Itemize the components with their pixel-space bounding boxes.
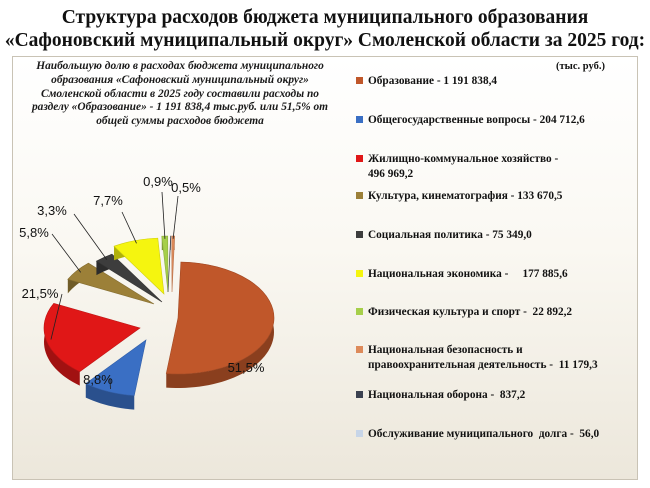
pie-slice-side [166,262,274,388]
percent-label: 5,8% [19,225,49,240]
legend-item: Культура, кинематография - 133 670,5 [356,189,640,204]
pie-slices [43,235,275,410]
percent-labels: 51,5% 8,8% 21,5% 5,8% 3,3% 7,7% 0,9%0,5% [19,174,265,387]
pie-slice [113,237,165,295]
percent-label: 7,7% [93,193,123,208]
pie-slice-top [67,262,155,305]
legend-label: Физическая культура и спорт - 22 892,2 [368,306,573,318]
legend-swatch [356,231,363,238]
percent-label: 21,5% [22,286,59,301]
leader-line [50,293,63,340]
pie-slice-top [171,235,175,293]
pie-slice [67,262,155,305]
legend-item: Национальная оборона - 837,2 [356,388,640,403]
legend-label: Культура, кинематография - 133 670,5 [368,190,563,202]
legend-label: Национальная оборона - 837,2 [368,389,526,401]
pie-slice [171,235,175,293]
leader-line [73,213,108,260]
legend-label: Обслуживание муниципального долга - 56,0 [368,428,600,440]
percent-label: 51,5% [228,360,265,375]
legend-item: Национальная безопасность и правоохранит… [356,343,640,372]
legend-item: Общегосударственные вопросы - 204 712,6 [356,113,640,128]
legend-swatch [356,430,363,437]
percent-label: 3,3% [37,203,67,218]
legend-item: Физическая культура и спорт - 22 892,2 [356,305,640,320]
pie-slice-top [167,235,172,293]
leader-lines [50,191,179,390]
legend-item: Жилищно-коммунальное хозяйство - 496 969… [356,152,640,181]
legend-swatch [356,391,363,398]
percent-label: 8,8% [83,372,113,387]
pie-slice [167,235,172,293]
pie-slice-top [95,253,163,303]
legend-item: Национальная экономика - 177 885,6 [356,267,640,282]
pie-slice [85,339,147,410]
legend-label: Национальная экономика - 177 885,6 [368,268,568,280]
pie-slice-top [165,261,275,375]
unit-label: (тыс. руб.) [556,61,605,72]
legend-label: Образование - 1 191 838,4 [368,75,498,87]
legend-swatch [356,116,363,123]
legend-label: Жилищно-коммунальное хозяйство - 496 969… [368,153,559,180]
legend-swatch [356,192,363,199]
legend-item: Социальная политика - 75 349,0 [356,228,640,243]
legend-label: Общегосударственные вопросы - 204 712,6 [368,114,585,126]
leader-line [161,191,166,239]
legend-label: Национальная безопасность и правоохранит… [368,344,598,371]
percent-label: 0,5% [171,180,201,195]
pie-slice-side [85,383,135,410]
leader-line [172,195,179,239]
page-title: Структура расходов бюджета муниципальног… [4,7,646,51]
legend-swatch [356,155,363,162]
legend-item: Образование - 1 191 838,4 [356,74,640,89]
leader-line [51,233,82,273]
legend-swatch [356,308,363,315]
pie-slice-top [85,339,147,396]
legend-swatch [356,77,363,84]
percent-label: 0,9% [143,174,173,189]
pie-slice-top [43,302,141,372]
pie-slice [165,261,275,388]
legend-swatch [356,346,363,353]
pie-slice-side [44,303,80,386]
pie-slice [95,253,163,303]
pie-slice [43,302,141,386]
legend-item: Обслуживание муниципального долга - 56,0 [356,427,640,442]
leader-line [121,211,137,244]
legend-label: Социальная политика - 75 349,0 [368,229,532,241]
chart-note: Наибольшую долю в расходах бюджета муниц… [31,60,329,128]
legend-swatch [356,270,363,277]
